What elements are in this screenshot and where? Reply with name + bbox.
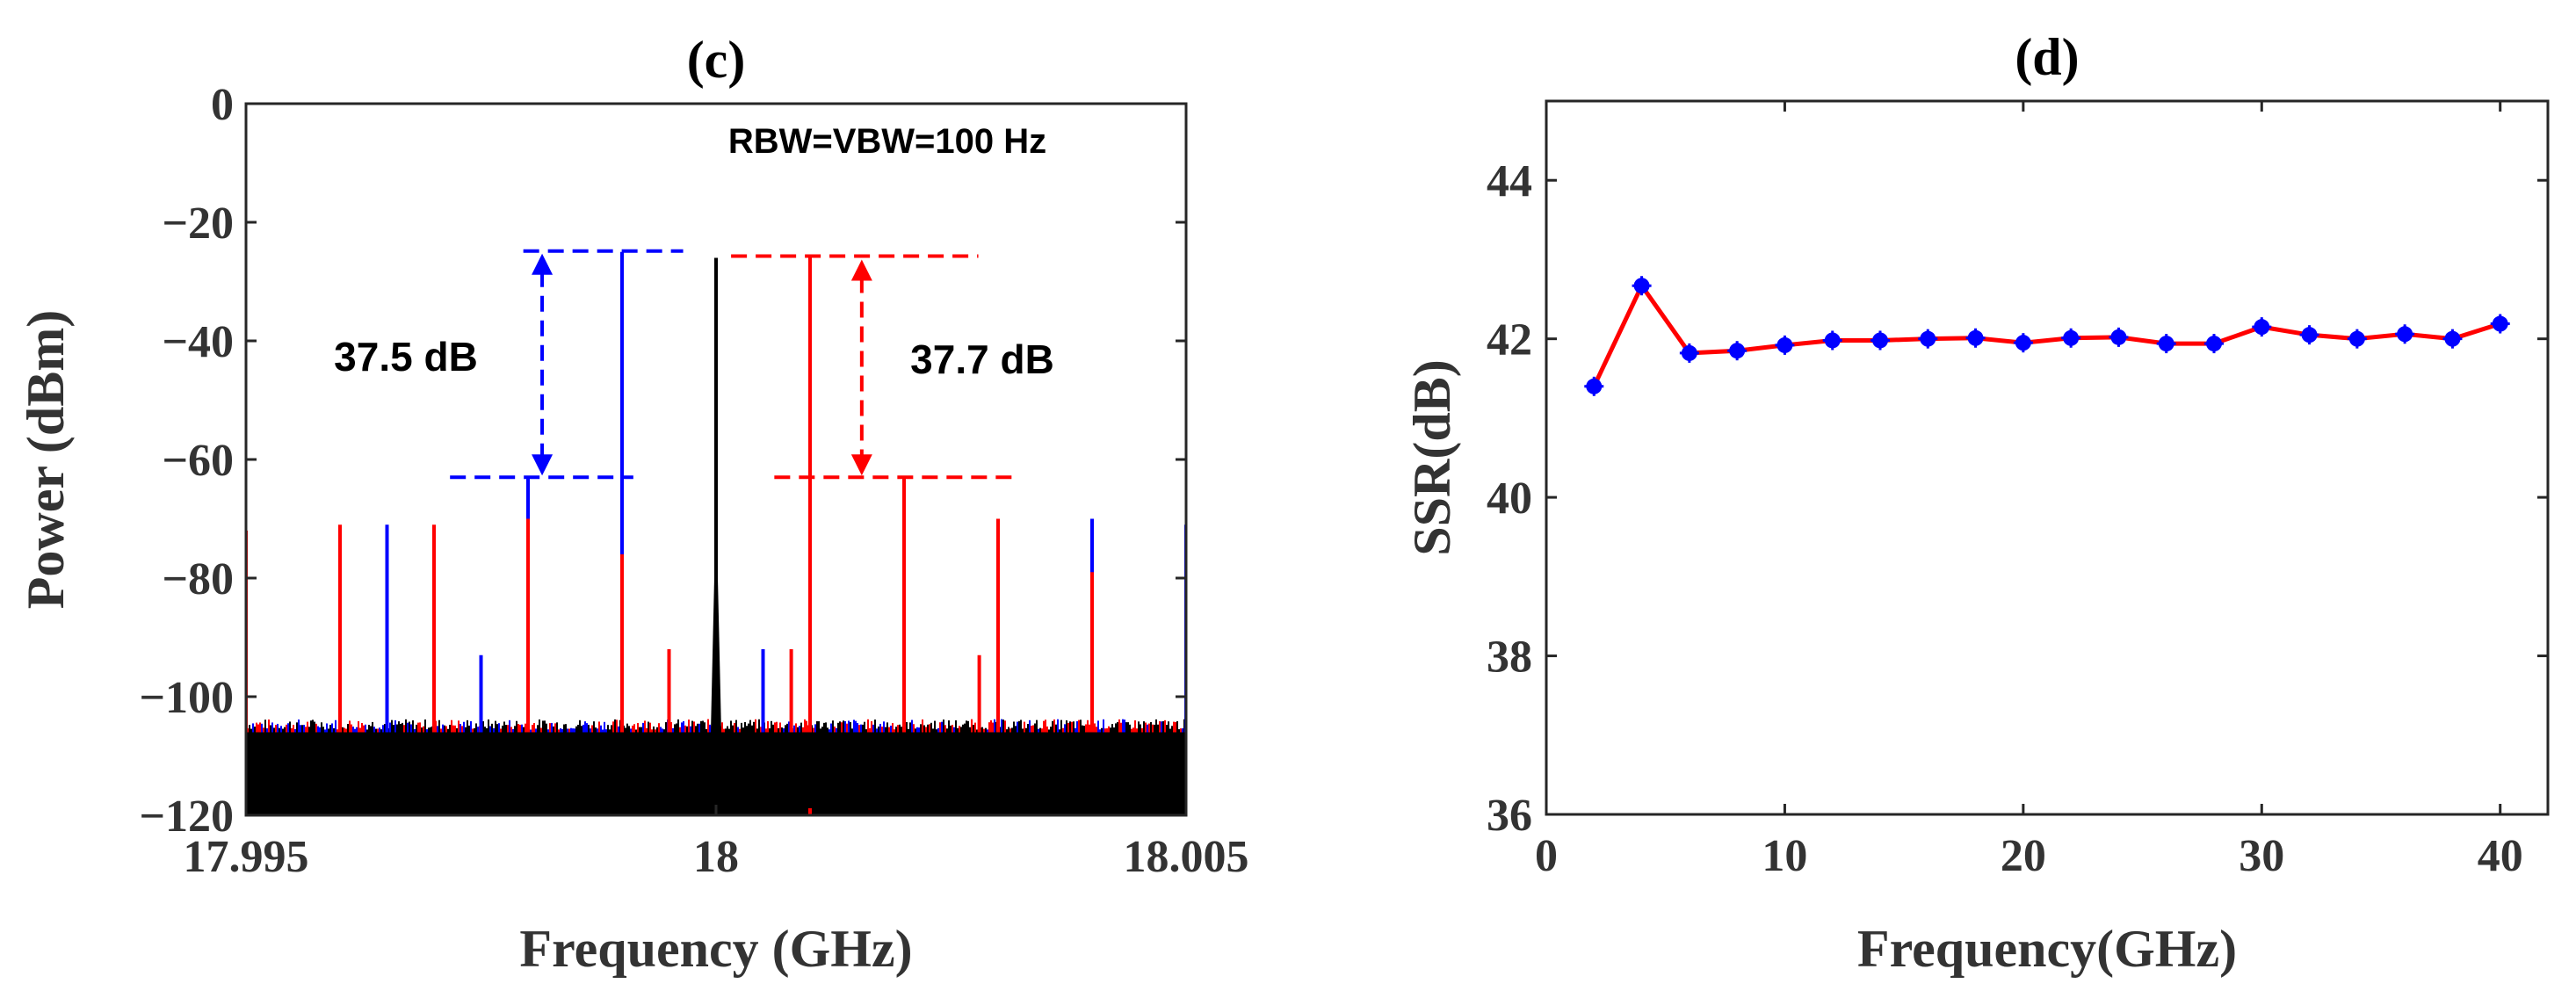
panel-d-xtick-label: 30	[2239, 831, 2284, 881]
panel-c-ytick-label: −60	[162, 436, 234, 486]
ssr-point	[1584, 376, 1604, 396]
ssr-point	[1775, 335, 1795, 355]
noise-grass	[246, 719, 1185, 733]
ssr-point	[2347, 329, 2367, 349]
ssr-point	[2442, 329, 2463, 349]
panel-d-xlabel: Frequency(GHz)	[1857, 920, 2237, 978]
panel-c-ytick-label: −40	[162, 317, 234, 367]
panel-c-xtick-label: 18	[693, 832, 739, 882]
panel-d-ytick-label: 36	[1487, 791, 1532, 841]
panel-c-xlabel: Frequency (GHz)	[519, 920, 912, 978]
panel-d-ticks: 36 38 40 42 44 0 10 20 30 40	[1487, 101, 2548, 881]
ssr-point	[2204, 334, 2224, 354]
panel-d-ytick-label: 42	[1487, 315, 1532, 365]
panel-d-xtick-label: 40	[2478, 831, 2523, 881]
ssr-point	[2061, 328, 2081, 348]
panel-c-ytick-label: −100	[139, 673, 234, 723]
ssr-point	[1679, 343, 1699, 363]
ssr-annotations	[450, 249, 1014, 480]
noise-floor	[246, 732, 1186, 815]
panel-d-xtick-label: 10	[1762, 831, 1807, 881]
panel-d-xtick-label: 20	[2001, 831, 2046, 881]
blue-arrow-head-up	[532, 253, 554, 275]
ssr-point	[1822, 330, 1842, 351]
panel-c-title: (c)	[687, 31, 746, 89]
series-red	[246, 257, 1094, 815]
panel-c-ytick-label: −80	[162, 554, 234, 604]
panel-d-ytick-label: 40	[1487, 474, 1532, 524]
panel-c-plot-area	[246, 251, 1186, 815]
red-arrow-head-down	[850, 454, 872, 476]
right-ssr-label: 37.7 dB	[910, 336, 1054, 382]
blue-arrow-head-down	[532, 454, 554, 476]
panel-c-xtick-label: 17.995	[184, 832, 309, 882]
panel-c-ytick-label: −20	[162, 199, 234, 249]
ssr-point	[2156, 334, 2176, 354]
ssr-point	[1870, 330, 1890, 351]
ssr-point	[1965, 328, 1986, 348]
carrier-skirt	[711, 578, 721, 733]
ssr-point	[2395, 324, 2415, 344]
panel-d: 36 38 40 42 44 0 10 20 30 40 (d) Frequency(GHz) S…	[1403, 28, 2550, 978]
panel-d-ylabel: SSR(dB)	[1403, 359, 1461, 555]
left-ssr-label: 37.5 dB	[334, 334, 478, 380]
ssr-point	[1632, 276, 1652, 296]
panel-d-ytick-label: 44	[1487, 156, 1532, 206]
panel-c-xtick-label: 18.005	[1124, 832, 1249, 882]
ssr-point	[2490, 314, 2510, 334]
panel-c-ytick-label: −120	[139, 792, 234, 842]
panel-d-title: (d)	[2015, 28, 2079, 86]
panel-d-axes-box	[1545, 99, 2550, 816]
ssr-point	[2013, 333, 2033, 353]
red-arrow-head-up	[850, 259, 872, 281]
ssr-point	[1918, 329, 1938, 349]
ssr-point	[2299, 325, 2319, 345]
ssr-point	[2109, 327, 2129, 347]
rbw-annotation: RBW=VBW=100 Hz	[728, 122, 1046, 161]
panel-d-ytick-label: 38	[1487, 633, 1532, 683]
panel-d-xtick-label: 0	[1535, 831, 1558, 881]
panel-c-ylabel: Power (dBm)	[17, 310, 75, 610]
series-blue	[385, 251, 1186, 733]
panel-c-ytick-label: 0	[211, 80, 234, 130]
ssr-point	[1727, 341, 1747, 361]
ssr-point	[2252, 317, 2272, 337]
panel-d-plot-area	[1584, 276, 2510, 396]
